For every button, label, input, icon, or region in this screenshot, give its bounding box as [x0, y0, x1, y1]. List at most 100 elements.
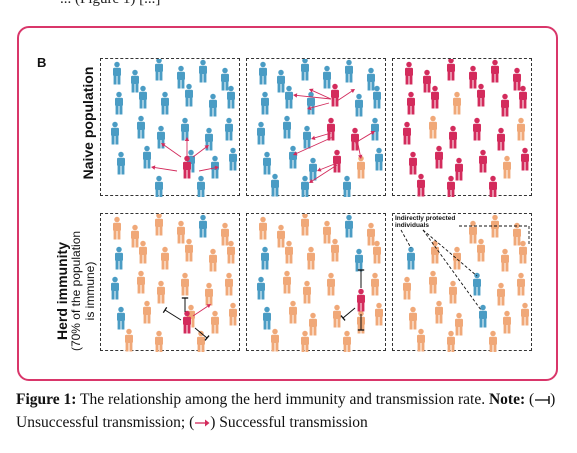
infected-person-icon: [407, 91, 415, 115]
transmission-arrow: [192, 145, 209, 158]
susceptible-person-icon: [367, 67, 375, 91]
panel-herd-initial: [100, 213, 240, 352]
panel-herd-initial-canvas: [111, 214, 237, 352]
transmission-arrow: [293, 136, 334, 156]
infected-person-icon: [417, 173, 425, 197]
immune-person-icon: [277, 224, 285, 248]
immune-person-icon: [429, 270, 437, 294]
row-label-herd-sub1: (70% of the population: [69, 230, 83, 352]
infected-person-icon: [327, 117, 335, 141]
infected-person-icon: [431, 85, 439, 109]
transmission-arrow: [309, 164, 338, 183]
blocked-transmission: [340, 307, 356, 321]
immune-person-icon: [513, 222, 521, 246]
immune-person-icon: [227, 240, 235, 264]
immune-person-icon: [197, 330, 205, 352]
transmission-arrow: [151, 165, 178, 172]
susceptible-person-icon: [301, 59, 309, 81]
caption-legend-open: (: [525, 391, 535, 408]
susceptible-person-icon: [161, 91, 169, 115]
panel-letter: B: [37, 55, 47, 70]
susceptible-person-icon: [345, 59, 353, 83]
susceptible-person-icon: [307, 91, 315, 115]
infected-person-icon: [447, 59, 455, 81]
blocked-transmission: [194, 327, 210, 341]
immune-person-icon: [181, 272, 189, 296]
immune-person-icon: [517, 117, 525, 141]
protection-connector: [400, 229, 412, 249]
susceptible-person-icon: [197, 175, 205, 197]
susceptible-person-icon: [117, 151, 125, 175]
immune-person-icon: [205, 282, 213, 306]
infected-person-icon: [435, 145, 443, 169]
immune-person-icon: [209, 248, 217, 272]
infected-person-icon: [183, 310, 191, 334]
immune-person-icon: [501, 248, 509, 272]
transmission-arrow: [354, 131, 375, 144]
susceptible-person-icon: [199, 214, 207, 238]
protection-connector: [422, 229, 478, 277]
susceptible-person-icon: [277, 69, 285, 93]
susceptible-person-icon: [181, 117, 189, 141]
panel-naive-spread: [246, 58, 386, 197]
susceptible-person-icon: [263, 306, 271, 330]
caption-label: Figure 1:: [16, 391, 77, 408]
panel-herd-spread-canvas: [257, 214, 383, 352]
immune-person-icon: [327, 272, 335, 296]
immune-person-icon: [521, 302, 529, 326]
infected-person-icon: [403, 121, 411, 145]
susceptible-person-icon: [271, 173, 279, 197]
susceptible-person-icon: [113, 61, 121, 85]
infected-person-icon: [405, 61, 413, 85]
susceptible-person-icon: [261, 246, 269, 270]
immune-person-icon: [225, 272, 233, 296]
susceptible-person-icon: [185, 83, 193, 107]
transmission-arrow: [307, 102, 330, 111]
susceptible-person-icon: [227, 85, 235, 109]
immune-person-icon: [143, 300, 151, 324]
immune-person-icon: [491, 214, 499, 238]
susceptible-person-icon: [131, 69, 139, 93]
infected-person-icon: [449, 125, 457, 149]
immune-person-icon: [177, 220, 185, 244]
susceptible-person-icon: [303, 125, 311, 149]
immune-person-icon: [375, 302, 383, 326]
panel-naive-outcome: [392, 58, 532, 197]
infected-person-icon: [477, 83, 485, 107]
susceptible-person-icon: [155, 59, 163, 81]
immune-person-icon: [477, 238, 485, 262]
susceptible-person-icon: [375, 147, 383, 171]
immune-person-icon: [431, 240, 439, 264]
immune-person-icon: [139, 240, 147, 264]
immune-person-icon: [185, 238, 193, 262]
transmission-arrow: [293, 93, 332, 100]
susceptible-person-icon: [345, 214, 353, 238]
transmission-arrow: [317, 162, 338, 172]
immune-person-icon: [435, 300, 443, 324]
immune-person-icon: [289, 300, 297, 324]
susceptible-person-icon: [117, 306, 125, 330]
blocked-transmission: [357, 314, 365, 331]
blocked-transmission: [357, 269, 365, 288]
transmission-arrow: [184, 137, 190, 159]
susceptible-person-icon: [257, 121, 265, 145]
susceptible-person-icon: [407, 246, 415, 270]
susceptible-person-icon: [309, 157, 317, 181]
immune-person-icon: [211, 310, 219, 334]
susceptible-person-icon: [209, 93, 217, 117]
infected-person-icon: [501, 93, 509, 117]
infected-person-icon: [489, 175, 497, 197]
susceptible-person-icon: [257, 276, 265, 300]
cropped-top-text: ... (Figure 1) [...]: [0, 0, 577, 22]
immune-person-icon: [453, 246, 461, 270]
susceptible-person-icon: [355, 248, 363, 272]
immune-person-icon: [455, 312, 463, 336]
immune-person-icon: [417, 328, 425, 352]
susceptible-person-icon: [155, 175, 163, 197]
row-label-naive: Naive population: [80, 66, 96, 180]
immune-person-icon: [221, 222, 229, 246]
susceptible-person-icon: [323, 65, 331, 89]
infected-person-icon: [479, 149, 487, 173]
immune-person-icon: [131, 224, 139, 248]
transmission-arrow: [161, 143, 182, 158]
